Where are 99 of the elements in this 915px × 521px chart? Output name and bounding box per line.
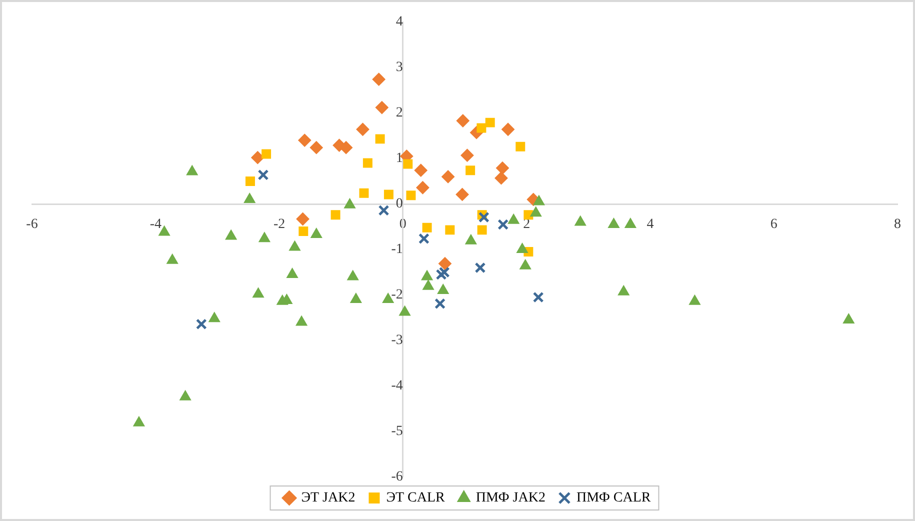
y-tick-label: -2 [391, 288, 403, 303]
point [456, 114, 470, 128]
x-tick-label: 4 [646, 217, 654, 232]
y-tick-label: -3 [391, 333, 403, 348]
point [422, 280, 434, 290]
point [608, 218, 620, 228]
y-tick-label: 3 [396, 60, 403, 76]
point [310, 228, 322, 238]
point [258, 232, 270, 242]
point [438, 257, 452, 270]
point [434, 298, 446, 310]
point [310, 141, 323, 154]
point [344, 198, 356, 208]
point [456, 188, 469, 201]
point [842, 314, 854, 324]
point [478, 212, 490, 223]
point [414, 164, 428, 177]
point [421, 270, 433, 280]
x-tick-label: 8 [894, 217, 901, 232]
point [286, 268, 298, 278]
point [496, 162, 509, 175]
point [362, 158, 372, 168]
point [436, 269, 447, 280]
point [498, 218, 509, 230]
y-tick-label: -6 [391, 470, 403, 485]
legend-label: ЭТ CALR [386, 490, 446, 506]
point [244, 192, 256, 203]
point [296, 316, 308, 326]
point [502, 122, 515, 136]
point [133, 416, 145, 426]
y-tick-label: 4 [396, 14, 403, 30]
point [251, 151, 264, 164]
point [485, 118, 495, 128]
point [524, 210, 534, 220]
point [356, 122, 370, 136]
x-tick-label: -4 [150, 217, 162, 232]
point [520, 259, 532, 270]
point [418, 233, 430, 244]
point [225, 230, 237, 240]
point [298, 134, 312, 147]
point [574, 216, 586, 226]
point [403, 159, 413, 169]
point [258, 169, 269, 180]
point [289, 240, 300, 251]
point [296, 212, 310, 226]
point [359, 188, 369, 198]
point [474, 262, 486, 274]
x-tick-label: 6 [770, 217, 778, 232]
point [378, 204, 390, 216]
x-tick-label: -2 [273, 217, 286, 232]
point [166, 254, 178, 264]
y-tick-label: -1 [391, 242, 403, 258]
point [438, 266, 450, 278]
point [508, 214, 520, 224]
point [180, 390, 192, 400]
point [465, 234, 477, 244]
point [245, 176, 255, 186]
legend-label: ЭТ JAK2 [301, 490, 356, 506]
point [689, 294, 700, 305]
point [262, 149, 272, 159]
point [532, 292, 544, 303]
point [208, 312, 220, 322]
point [375, 101, 388, 114]
point [477, 225, 487, 235]
point [530, 206, 542, 217]
y-tick-label: 0 [396, 196, 403, 212]
point [460, 148, 474, 162]
point [494, 172, 508, 185]
y-tick-label: 1 [396, 151, 403, 166]
point [516, 142, 526, 152]
legend-label: ПМФ CALR [576, 490, 652, 506]
point [406, 190, 416, 200]
point [618, 285, 630, 296]
y-tick-label: -4 [391, 378, 403, 394]
point [533, 195, 545, 206]
point [372, 72, 386, 86]
point [186, 165, 198, 176]
point [375, 134, 385, 144]
point [399, 306, 410, 316]
point [442, 170, 455, 184]
point [350, 293, 362, 304]
point [445, 225, 455, 235]
legend-label: ПМФ JAK2 [476, 490, 546, 506]
point [437, 284, 449, 294]
point [298, 226, 308, 236]
point [384, 190, 394, 200]
point [252, 288, 264, 298]
point [466, 166, 476, 176]
point [516, 243, 528, 253]
point [416, 181, 430, 194]
y-tick-label: 2 [396, 106, 403, 121]
x-tick-label: -6 [26, 217, 38, 232]
point [330, 210, 340, 220]
point [340, 141, 353, 154]
point [624, 218, 636, 228]
y-tick-label: -5 [391, 424, 403, 440]
point [422, 222, 432, 232]
point [347, 270, 359, 280]
point [196, 318, 207, 330]
